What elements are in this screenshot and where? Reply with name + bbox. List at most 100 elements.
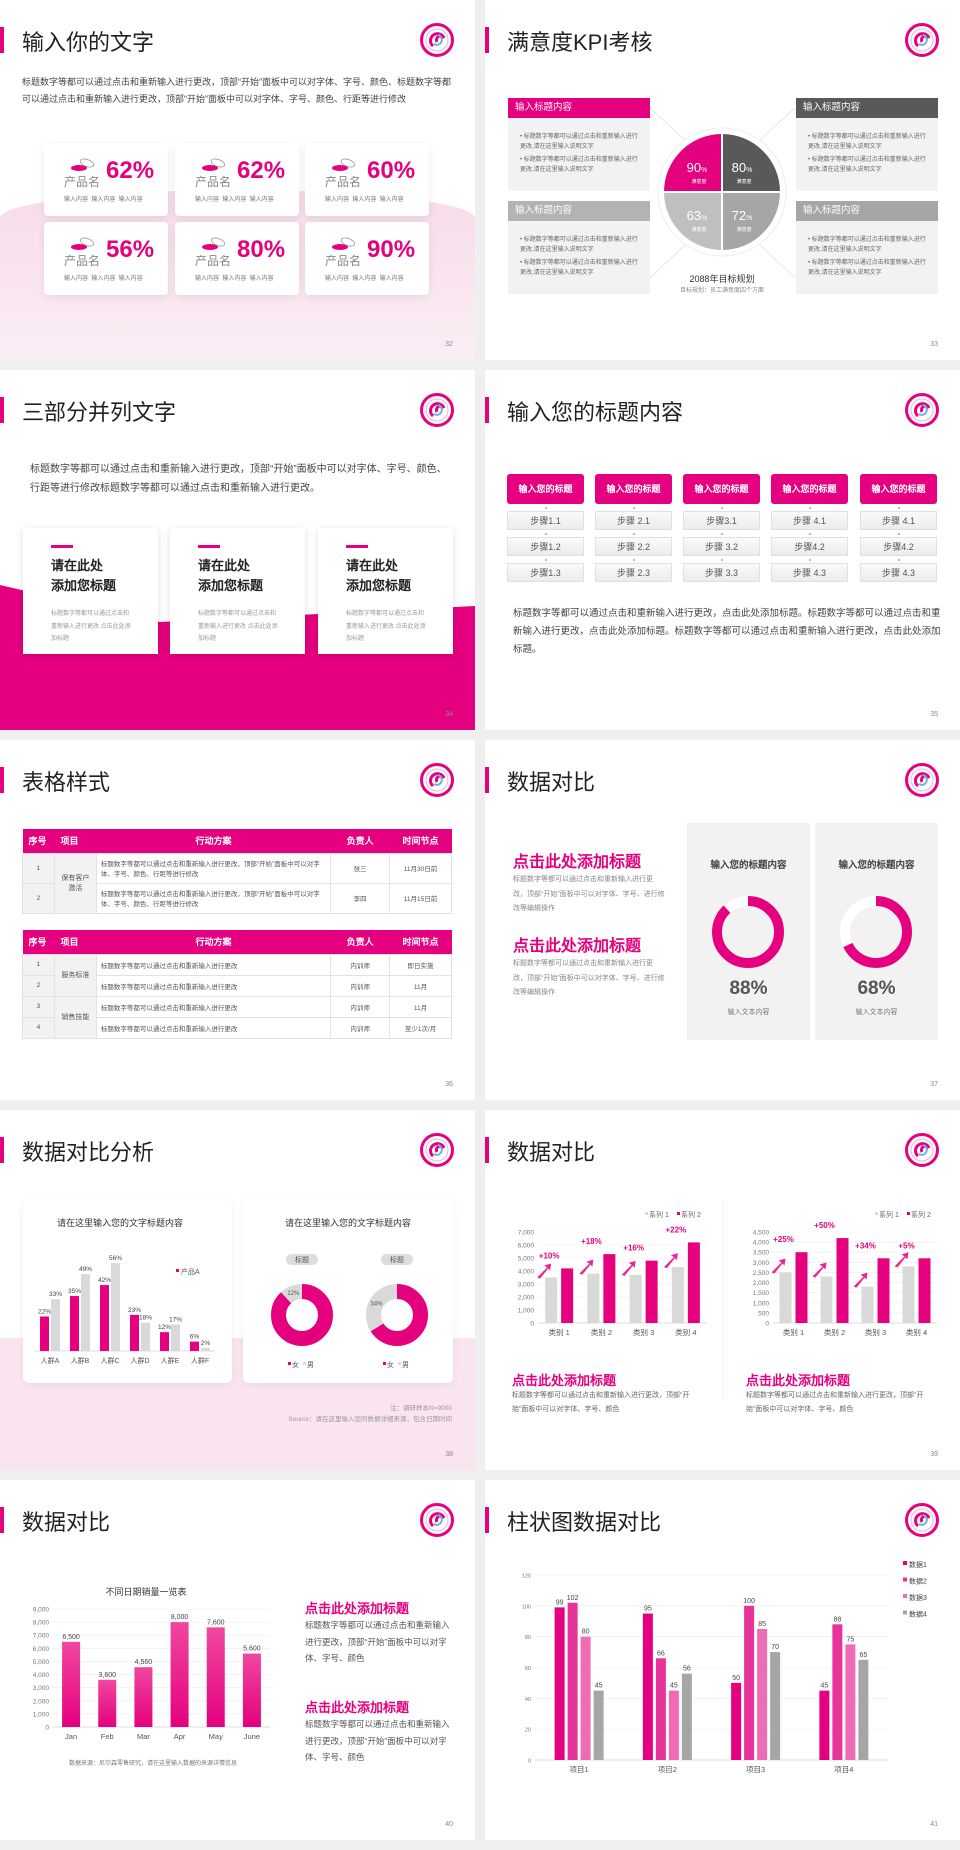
column-header: 负责人 <box>330 930 390 954</box>
column-header-button[interactable]: 输入您的标题 <box>771 474 848 504</box>
step-item[interactable]: 步骤 4.1 <box>771 511 848 530</box>
step-item[interactable]: 步骤 2.3 <box>595 563 672 582</box>
connector-line <box>759 244 796 279</box>
bar-value-label: 35% <box>68 1288 81 1295</box>
bar <box>40 1316 49 1351</box>
legend-label: 产品A <box>181 1267 200 1276</box>
step-item[interactable]: 步骤1.3 <box>507 563 584 582</box>
card-title: 请在此处 <box>346 558 399 573</box>
logo-swirl <box>429 1142 446 1158</box>
donut-title: 标题 <box>390 1255 404 1264</box>
action-plan-cell: 标题数字等都可以通过点击和重新输入进行更改 <box>95 953 332 976</box>
bar <box>190 1341 199 1351</box>
owner-cell: 内训师 <box>330 974 391 997</box>
column-header: 项目 <box>54 930 97 954</box>
dish-lid <box>79 158 95 168</box>
pill-dish-icon <box>332 237 356 250</box>
column-header: 负责人 <box>330 829 390 853</box>
bar-value-label: 80 <box>582 1629 590 1636</box>
step-item[interactable]: 步骤4.2 <box>860 537 937 556</box>
product-label: 产品名 <box>64 254 101 268</box>
column-header-button[interactable]: 输入您的标题 <box>595 474 672 504</box>
pill-dish-icon <box>332 158 356 171</box>
step-item[interactable]: 步骤4.2 <box>771 537 848 556</box>
step-item[interactable]: 步骤 2.1 <box>595 511 672 530</box>
section-heading[interactable]: 点击此处添加标题 <box>513 938 642 955</box>
logo-swirl-blue <box>433 1144 443 1156</box>
step-item[interactable]: 步骤1.1 <box>507 511 584 530</box>
column-header-button[interactable]: 输入您的标题 <box>683 474 760 504</box>
step-item[interactable]: 步骤 2.2 <box>595 537 672 556</box>
step-item[interactable]: 步骤 3.3 <box>683 563 760 582</box>
bar <box>645 1260 658 1323</box>
step-item[interactable]: 步骤3.1 <box>683 511 760 530</box>
x-category-label: 类别 3 <box>633 1327 654 1337</box>
step-connector-dot <box>545 559 547 561</box>
x-category-label: 项目1 <box>570 1765 589 1774</box>
section-heading[interactable]: 点击此处添加标题 <box>746 1373 851 1388</box>
x-category-label: 类别 4 <box>906 1327 927 1337</box>
logo-swirl-blue <box>918 1514 928 1526</box>
y-tick-label: 6,000 <box>518 1243 535 1250</box>
legend-label: 系列 1 <box>649 1210 669 1219</box>
school-emblem-logo <box>420 23 454 57</box>
step-connector-dot <box>633 507 635 509</box>
bullet-item: • 标题数字等都可以通过点击和重新输入进行更改,请在这里输入说明文字 <box>808 157 926 173</box>
action-plan-cell: 标题数字等都可以通过点击和重新输入进行更改 <box>95 974 332 997</box>
stat-panel <box>687 823 810 1040</box>
section-heading[interactable]: 点击此处添加标题 <box>305 1700 410 1715</box>
panel-value: 88% <box>729 978 768 999</box>
section-heading[interactable]: 点击此处添加标题 <box>512 1373 617 1388</box>
donut-segment-female <box>366 1284 428 1346</box>
deadline-cell: 11月15日前 <box>389 882 452 914</box>
step-item[interactable]: 步骤 3.2 <box>683 537 760 556</box>
feature-card: 请在此处 添加您标题 标题数字等都可以通过点击和重新输入进行更改 点击此处添加标题 <box>318 528 453 654</box>
owner-cell: 张三 <box>330 852 391 884</box>
slide-title: 输入你的文字 <box>22 30 155 55</box>
deadline-cell: 至少1次/月 <box>389 1016 452 1039</box>
legend-swatch <box>677 1212 680 1215</box>
school-emblem-logo <box>905 393 939 427</box>
bar-value-label: 56 <box>683 1666 691 1673</box>
title-accent-bar <box>485 767 489 793</box>
kpi-box-header: 输入标题内容 <box>796 98 938 118</box>
logo-swirl <box>914 1142 931 1158</box>
slide-35: 输入您的标题内容 35 输入您的标题 步骤1.1 步骤1.2 步骤1.3 输入您的标题 步骤 … <box>485 370 960 730</box>
legend-swatch <box>903 1561 907 1565</box>
growth-annotation: +10% <box>539 1251 560 1260</box>
section-heading[interactable]: 点击此处添加标题 <box>305 1601 410 1616</box>
table-row: 1 服务标准 标题数字等都可以通过点击和重新输入进行更改 内训师 即日实施 <box>22 953 452 997</box>
bar <box>587 1273 600 1323</box>
column-header-button[interactable]: 输入您的标题 <box>860 474 937 504</box>
section-heading[interactable]: 点击此处添加标题 <box>513 854 642 871</box>
owner-cell: 内训师 <box>330 953 391 976</box>
bar <box>671 1267 684 1323</box>
y-tick-label: 2,500 <box>753 1270 770 1277</box>
kpi-bullets: • 标题数字等都可以通过点击和重新输入进行更改,请在这里输入说明文字 • 标题数字… <box>520 132 640 178</box>
dish-lid <box>210 158 226 168</box>
bar-value-label: 33% <box>49 1291 62 1298</box>
dish-base <box>332 165 348 171</box>
step-item[interactable]: 步骤 4.3 <box>771 563 848 582</box>
step-item[interactable]: 步骤 4.1 <box>860 511 937 530</box>
step-connector-dot <box>721 533 723 535</box>
legend-swatch <box>303 1362 306 1365</box>
page-number: 36 <box>445 1081 453 1088</box>
y-tick-label: 4,000 <box>753 1240 770 1247</box>
school-emblem-logo <box>420 763 454 797</box>
column-header: 时间节点 <box>389 930 452 954</box>
step-item[interactable]: 步骤 4.3 <box>860 563 937 582</box>
slide-title: 柱状图数据对比 <box>507 1510 662 1535</box>
growth-arrow-icon <box>663 1253 678 1269</box>
x-category-label: 类别 4 <box>675 1327 696 1337</box>
slide-title: 数据对比 <box>507 770 596 795</box>
column-header-button[interactable]: 输入您的标题 <box>507 474 584 504</box>
bar-value-label: 42% <box>98 1277 111 1284</box>
bar-value-label: 23% <box>128 1307 141 1314</box>
stat-panel <box>815 823 938 1040</box>
bar <box>141 1322 150 1351</box>
step-item[interactable]: 步骤1.2 <box>507 537 584 556</box>
growth-annotation: +18% <box>581 1237 602 1246</box>
slide-36: 表格样式 36 序号 项目 行动方案 负责人 时间节点 1 保有客户激活 标题数字等都可以通过点击… <box>0 740 475 1100</box>
y-tick-label: 3,000 <box>33 1685 50 1692</box>
